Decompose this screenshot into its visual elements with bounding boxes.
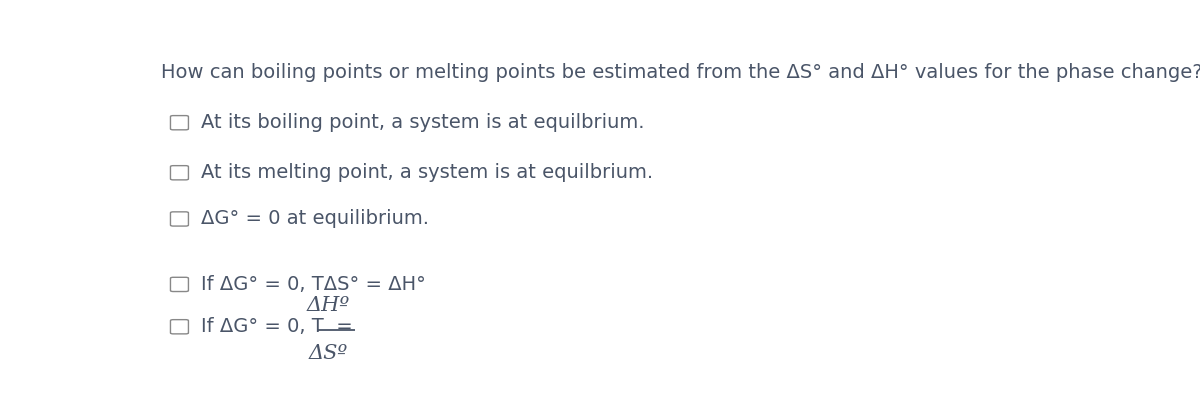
- Text: ΔSº: ΔSº: [308, 344, 348, 363]
- Text: If ΔG° = 0, TΔS° = ΔH°: If ΔG° = 0, TΔS° = ΔH°: [202, 275, 426, 294]
- Text: How can boiling points or melting points be estimated from the ΔS° and ΔH° value: How can boiling points or melting points…: [161, 64, 1200, 83]
- Text: ΔG° = 0 at equilibrium.: ΔG° = 0 at equilibrium.: [202, 209, 430, 228]
- Text: At its melting point, a system is at equilbrium.: At its melting point, a system is at equ…: [202, 163, 653, 182]
- Text: ΔHº: ΔHº: [307, 296, 350, 315]
- Text: If ΔG° = 0, T  =: If ΔG° = 0, T =: [202, 317, 353, 336]
- Text: At its boiling point, a system is at equilbrium.: At its boiling point, a system is at equ…: [202, 113, 644, 132]
